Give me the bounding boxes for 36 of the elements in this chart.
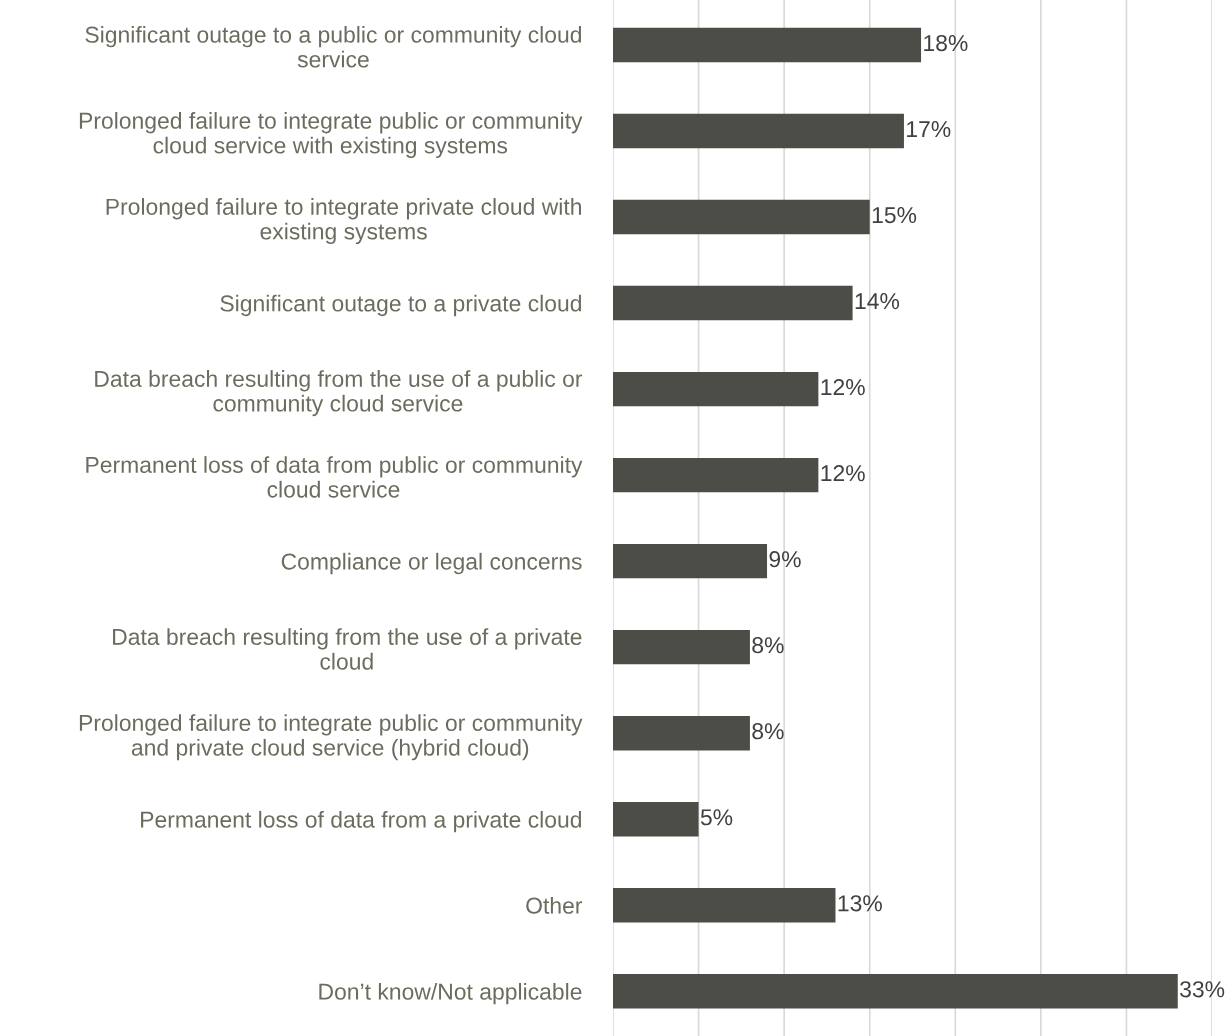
bar (613, 285, 853, 321)
bar (613, 199, 870, 235)
data-label: 15% (872, 207, 917, 224)
bar (613, 974, 1178, 1009)
data-label: 13% (838, 895, 882, 912)
bar (613, 457, 819, 493)
bar (613, 371, 819, 407)
bar (613, 715, 750, 751)
data-label: 9% (769, 551, 801, 568)
y-tick-label: Data breach resulting from the use of a private cloud (113, 628, 582, 670)
bar (613, 888, 836, 923)
data-label: 12% (821, 379, 865, 396)
data-label: 33% (1180, 981, 1225, 998)
bar (613, 629, 750, 665)
bar (613, 543, 768, 579)
y-tick-label: Data breach resulting from the use of a public or community cloud service (95, 370, 583, 417)
bar (613, 802, 699, 837)
data-label: 8% (752, 637, 784, 654)
data-label: 8% (752, 723, 784, 740)
y-tick-label: Other (526, 896, 583, 914)
y-tick-label: Significant outage to a public or community cloud service (85, 26, 581, 68)
bar (613, 27, 922, 63)
data-label: 18% (924, 34, 968, 52)
y-tick-label: Prolonged failure to integrate public or community and private cloud service (hybrid cloud) (79, 714, 583, 761)
y-tick-label: Significant outage to a private cloud (220, 294, 581, 317)
y-tick-label: Permanent loss of data from a private cloud (141, 810, 581, 833)
y-tick-label: Don’t know/Not applicable (319, 982, 582, 1005)
y-tick-label: Compliance or legal concerns (281, 552, 582, 575)
bar (613, 113, 904, 149)
y-tick-label: Prolonged failure to integrate private cloud with existing systems (106, 198, 581, 245)
data-label: 12% (821, 465, 865, 482)
data-label: 5% (700, 809, 733, 826)
data-label: 17% (907, 121, 951, 138)
data-label: 14% (855, 293, 900, 310)
y-tick-label: Prolonged failure to integrate public or community cloud service with existing systems (79, 112, 583, 159)
y-tick-label: Permanent loss of data from public or community cloud service (86, 456, 583, 498)
